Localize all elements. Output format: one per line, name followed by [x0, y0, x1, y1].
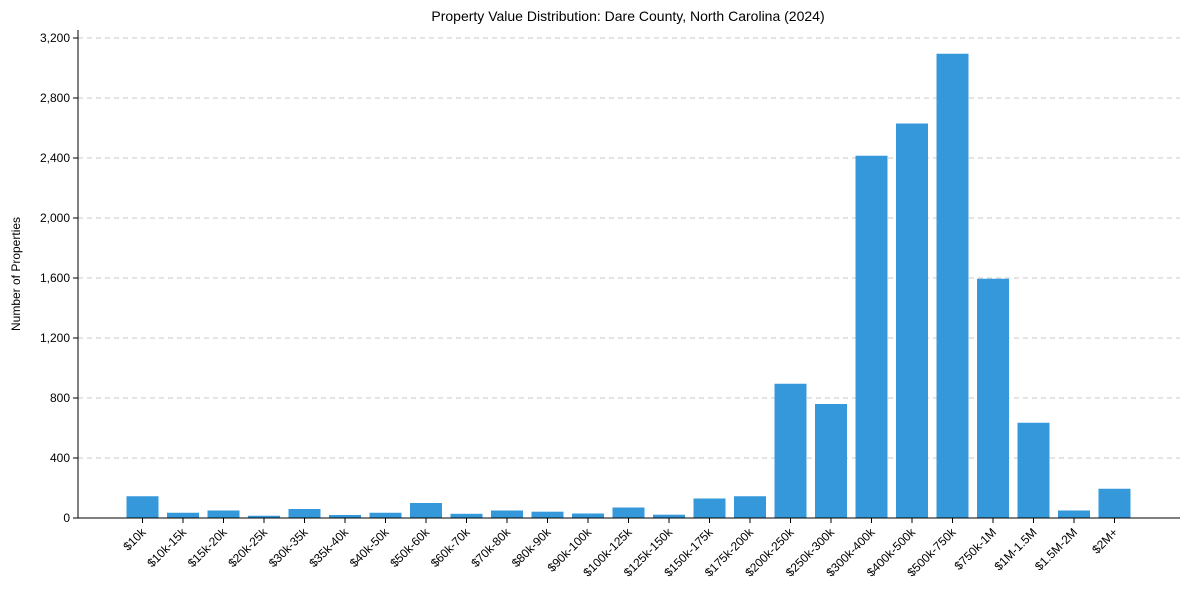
x-tick-label: $10k [120, 525, 149, 554]
y-tick-label: 1,600 [40, 271, 70, 285]
x-tick-label: $40k-50k [347, 525, 393, 571]
y-tick-label: 800 [50, 391, 70, 405]
bar-12 [613, 508, 645, 519]
bar-4 [289, 509, 321, 518]
bar-9 [491, 511, 523, 519]
bar-10 [532, 512, 564, 518]
bar-chart: Property Value Distribution: Dare County… [0, 0, 1190, 590]
x-tick-label: $70k-80k [468, 525, 514, 571]
x-tick-label: $50k-60k [387, 525, 433, 571]
x-tick-label: $1M-1.5M [992, 525, 1040, 573]
x-tick-label: $1.5M-2M [1032, 525, 1080, 573]
bar-11 [572, 514, 604, 519]
bar-0 [127, 496, 159, 518]
x-tick-label: $20k-25k [225, 525, 271, 571]
y-tick-label: 2,400 [40, 151, 70, 165]
y-tick-label: 2,000 [40, 211, 70, 225]
bars [127, 54, 1131, 518]
x-tick-label: $35k-40k [306, 525, 352, 571]
x-tick-label: $750k-1M [951, 525, 999, 573]
bar-20 [937, 54, 969, 518]
bar-16 [775, 384, 807, 518]
bar-7 [410, 503, 442, 518]
bar-22 [1018, 423, 1050, 518]
y-tick-label: 2,800 [40, 91, 70, 105]
y-tick-label: 0 [63, 511, 70, 525]
bar-24 [1099, 489, 1131, 518]
x-ticks: $10k$10k-15k$15k-20k$20k-25k$30k-35k$35k… [120, 518, 1120, 579]
x-tick-label: $15k-20k [185, 525, 231, 571]
chart-title: Property Value Distribution: Dare County… [431, 8, 824, 24]
axes [78, 30, 1180, 518]
x-tick-label: $60k-70k [428, 525, 474, 571]
bar-6 [370, 513, 402, 518]
bar-21 [977, 279, 1009, 518]
bar-8 [451, 514, 483, 518]
y-tick-label: 3,200 [40, 31, 70, 45]
y-tick-label: 1,200 [40, 331, 70, 345]
bar-19 [896, 124, 928, 519]
bar-23 [1058, 511, 1090, 519]
y-tick-label: 400 [50, 451, 70, 465]
bar-17 [815, 404, 847, 518]
gridlines [78, 38, 1180, 458]
bar-1 [167, 513, 199, 518]
bar-14 [694, 499, 726, 519]
bar-15 [734, 496, 766, 518]
x-tick-label: $30k-35k [266, 525, 312, 571]
bar-2 [208, 511, 240, 519]
x-tick-label: $2M+ [1089, 525, 1120, 556]
y-ticks: 0 400 800 1,200 1,600 2,000 2,400 2,800 3,200 [40, 31, 78, 525]
x-tick-label: $10k-15k [144, 525, 190, 571]
bar-18 [856, 156, 888, 518]
y-axis-label: Number of Properties [9, 217, 23, 331]
